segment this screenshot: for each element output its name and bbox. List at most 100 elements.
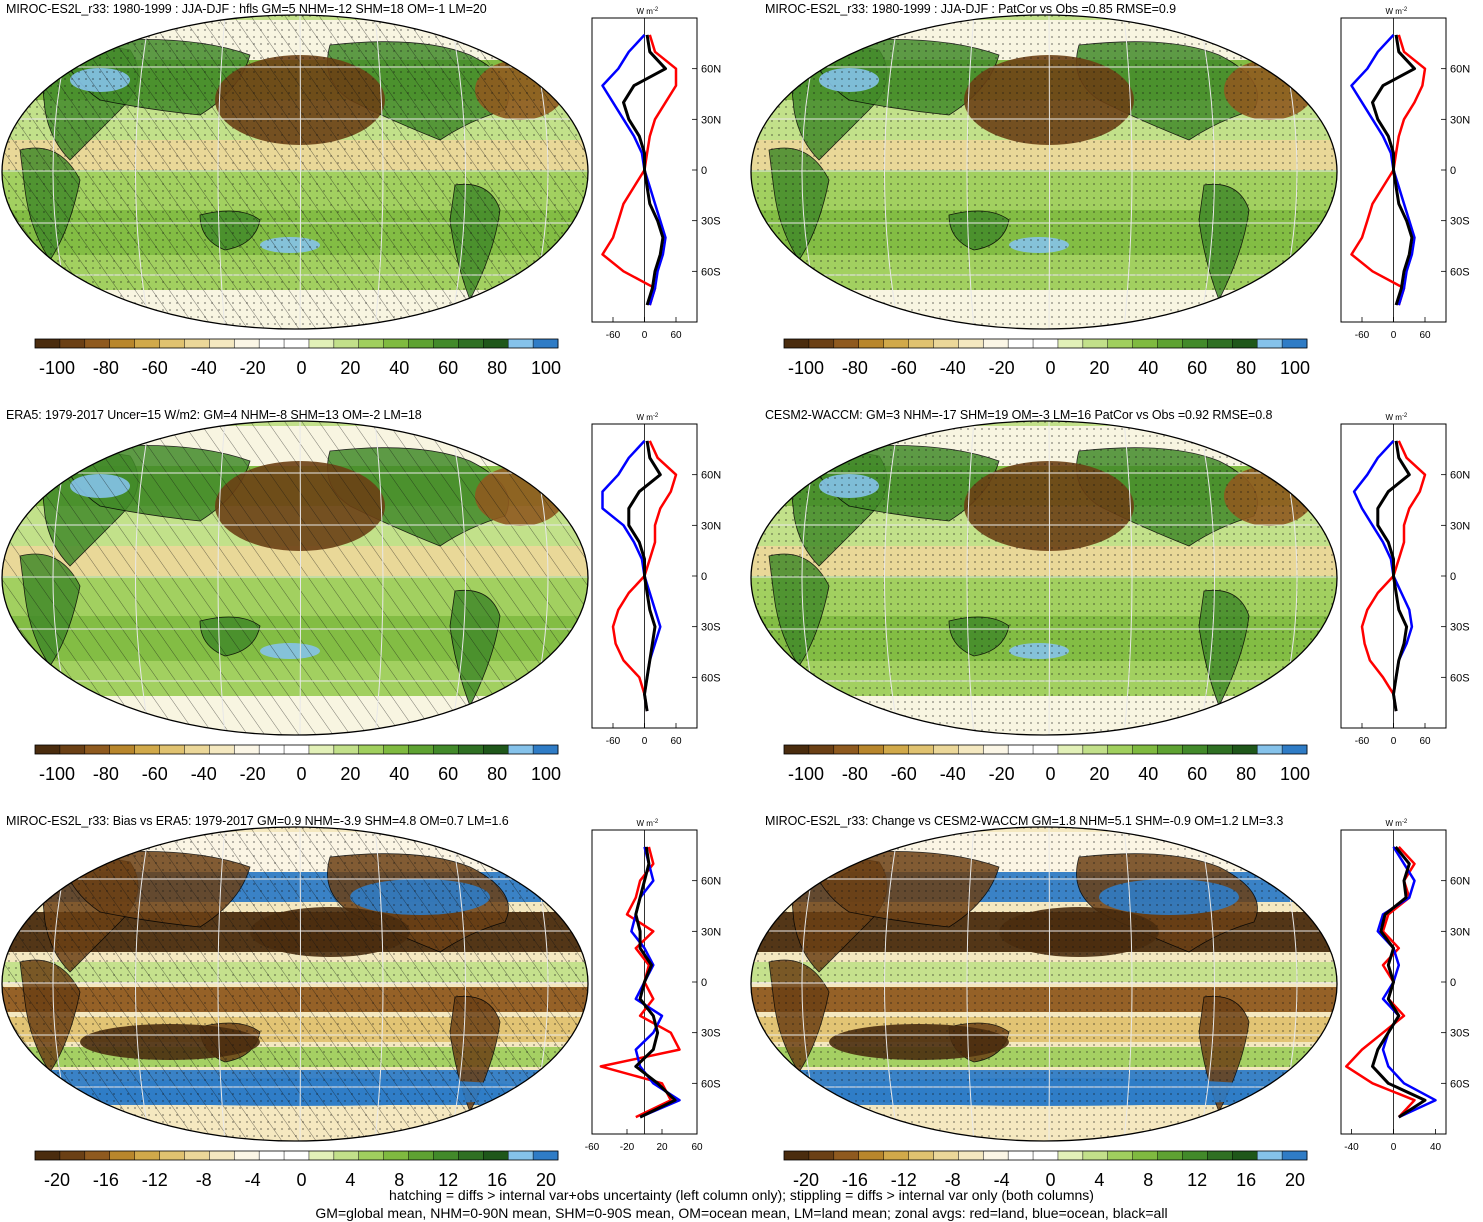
lat-tick-label: 60S [1450, 1078, 1470, 1090]
colorbar-label: -100 [788, 764, 824, 781]
colorbar-swatch [858, 1151, 885, 1160]
colorbar-swatch [1207, 745, 1233, 754]
lat-tick-label: 60N [1450, 470, 1470, 482]
colorbar-swatch [358, 339, 385, 348]
colorbar-label: -40 [191, 358, 217, 375]
colorbar-swatch [1008, 339, 1034, 348]
lat-tick-label: 60N [701, 876, 721, 888]
zonal-unit-label: W m-2 [1386, 413, 1408, 422]
colorbar-label: 0 [1045, 764, 1055, 781]
colorbar-label: -40 [191, 764, 217, 781]
colorbar-label: 40 [389, 764, 409, 781]
colorbar-swatch [1057, 339, 1084, 348]
colorbar: -100 -80 -60 -40 -20 0 20 40 60 80 100 [34, 744, 561, 781]
colorbar-label: 20 [536, 1170, 556, 1187]
colorbar-swatch [833, 745, 860, 754]
panel-era5: ERA5: 1979-2017 Uncer=15 W/m2: GM=4 NHM=… [0, 406, 734, 781]
colorbar-swatch [1182, 1151, 1208, 1160]
colorbar-label: 40 [1138, 764, 1158, 781]
colorbar-swatch [333, 1151, 360, 1160]
colorbar-label: 40 [1138, 358, 1158, 375]
colorbar-label: 0 [1045, 1170, 1055, 1187]
colorbar-label: -100 [39, 764, 75, 781]
colorbar-label: -100 [788, 358, 824, 375]
colorbar-swatch [1232, 339, 1258, 348]
lat-tick-label: 0 [1450, 571, 1456, 583]
lat-tick-label: 30N [1450, 114, 1470, 126]
zonal-series-black [1371, 845, 1427, 1119]
colorbar-label: -8 [196, 1170, 212, 1187]
colorbar-label: 4 [1094, 1170, 1104, 1187]
map-title: MIROC-ES2L_r33: Bias vs ERA5: 1979-2017 … [6, 814, 509, 828]
colorbar-swatch [1107, 339, 1134, 348]
colorbar-swatch [284, 339, 310, 348]
zonal-x-tick-label: 0 [1391, 736, 1397, 747]
colorbar-swatch [1157, 745, 1183, 754]
panel-miroc-clim: MIROC-ES2L_r33: 1980-1999 : JJA-DJF : hf… [0, 0, 734, 375]
colorbar-label: -20 [240, 358, 266, 375]
colorbar-swatch [109, 339, 136, 348]
zonal-x-tick-label: 60 [1419, 736, 1431, 747]
zonal-mean-plot: W m-2 60N 30N 0 30S 60S -40 0 40 [1340, 819, 1470, 1153]
lat-tick-label: 60S [701, 266, 721, 278]
colorbar-swatch [59, 745, 86, 754]
map-outline [1, 826, 589, 1142]
colorbar-swatch [134, 745, 161, 754]
colorbar-swatch [1057, 745, 1084, 754]
zonal-x-tick-label: -60 [1355, 330, 1370, 341]
colorbar-label: -20 [989, 764, 1015, 781]
colorbar-swatch [933, 339, 959, 348]
colorbar-swatch [858, 745, 885, 754]
colorbar-swatch [433, 745, 459, 754]
colorbar-swatch [134, 1151, 161, 1160]
colorbar-swatch [883, 1151, 910, 1160]
zonal-x-tick-label: -60 [585, 1142, 600, 1153]
world-map [2, 15, 588, 329]
panel-bias: MIROC-ES2L_r33: Bias vs ERA5: 1979-2017 … [0, 812, 734, 1187]
colorbar-swatch [109, 1151, 136, 1160]
colorbar: -20 -16 -12 -8 -4 0 4 8 12 16 20 [783, 1150, 1308, 1187]
colorbar: -100 -80 -60 -40 -20 0 20 40 60 80 100 [783, 744, 1310, 781]
colorbar-swatch [259, 1151, 285, 1160]
map-title: MIROC-ES2L_r33: Change vs CESM2-WACCM GM… [765, 814, 1284, 828]
colorbar-label: 16 [487, 1170, 507, 1187]
colorbar-swatch [84, 745, 111, 754]
colorbar-swatch [958, 1151, 984, 1160]
colorbar-label: -60 [142, 764, 168, 781]
colorbar-swatch [408, 1151, 434, 1160]
colorbar-swatch [858, 339, 885, 348]
colorbar-swatch [933, 1151, 959, 1160]
colorbar-label: 80 [487, 764, 507, 781]
colorbar-swatch [1033, 1151, 1059, 1160]
colorbar-swatch [284, 1151, 310, 1160]
colorbar-swatch [508, 745, 534, 754]
colorbar-swatch [983, 1151, 1009, 1160]
lat-tick-label: 30S [1450, 622, 1470, 634]
colorbar-swatch [883, 339, 910, 348]
colorbar-label: 60 [438, 358, 458, 375]
map-title: MIROC-ES2L_r33: 1980-1999 : JJA-DJF : hf… [6, 2, 487, 16]
panel-graphics: -100 -80 -60 -40 -20 0 20 40 60 80 100 W m-2 60N 30N 0… [750, 7, 1470, 375]
colorbar-swatch [109, 745, 136, 754]
colorbar-swatch [433, 1151, 459, 1160]
colorbar-label: -12 [142, 1170, 168, 1187]
colorbar-label: 20 [340, 764, 360, 781]
zonal-unit-label: W m-2 [1386, 819, 1408, 828]
lat-tick-label: 30S [1450, 216, 1470, 228]
lat-tick-label: 30N [1450, 926, 1470, 938]
colorbar-swatch [1107, 1151, 1134, 1160]
colorbar-label: 60 [438, 764, 458, 781]
colorbar-swatch [533, 1151, 559, 1160]
lat-tick-label: 30N [701, 926, 721, 938]
colorbar-swatch [833, 1151, 860, 1160]
colorbar-swatch [883, 745, 910, 754]
colorbar-swatch [1257, 745, 1283, 754]
colorbar-label: -12 [891, 1170, 917, 1187]
colorbar-swatch [958, 339, 984, 348]
zonal-mean-plot: W m-2 60N 30N 0 30S 60S -60 0 60 [1340, 7, 1470, 341]
colorbar-label: -80 [842, 764, 868, 781]
zonal-x-tick-label: 0 [1391, 330, 1397, 341]
colorbar-swatch [458, 1151, 484, 1160]
colorbar-swatch [209, 1151, 235, 1160]
colorbar-swatch [433, 339, 459, 348]
